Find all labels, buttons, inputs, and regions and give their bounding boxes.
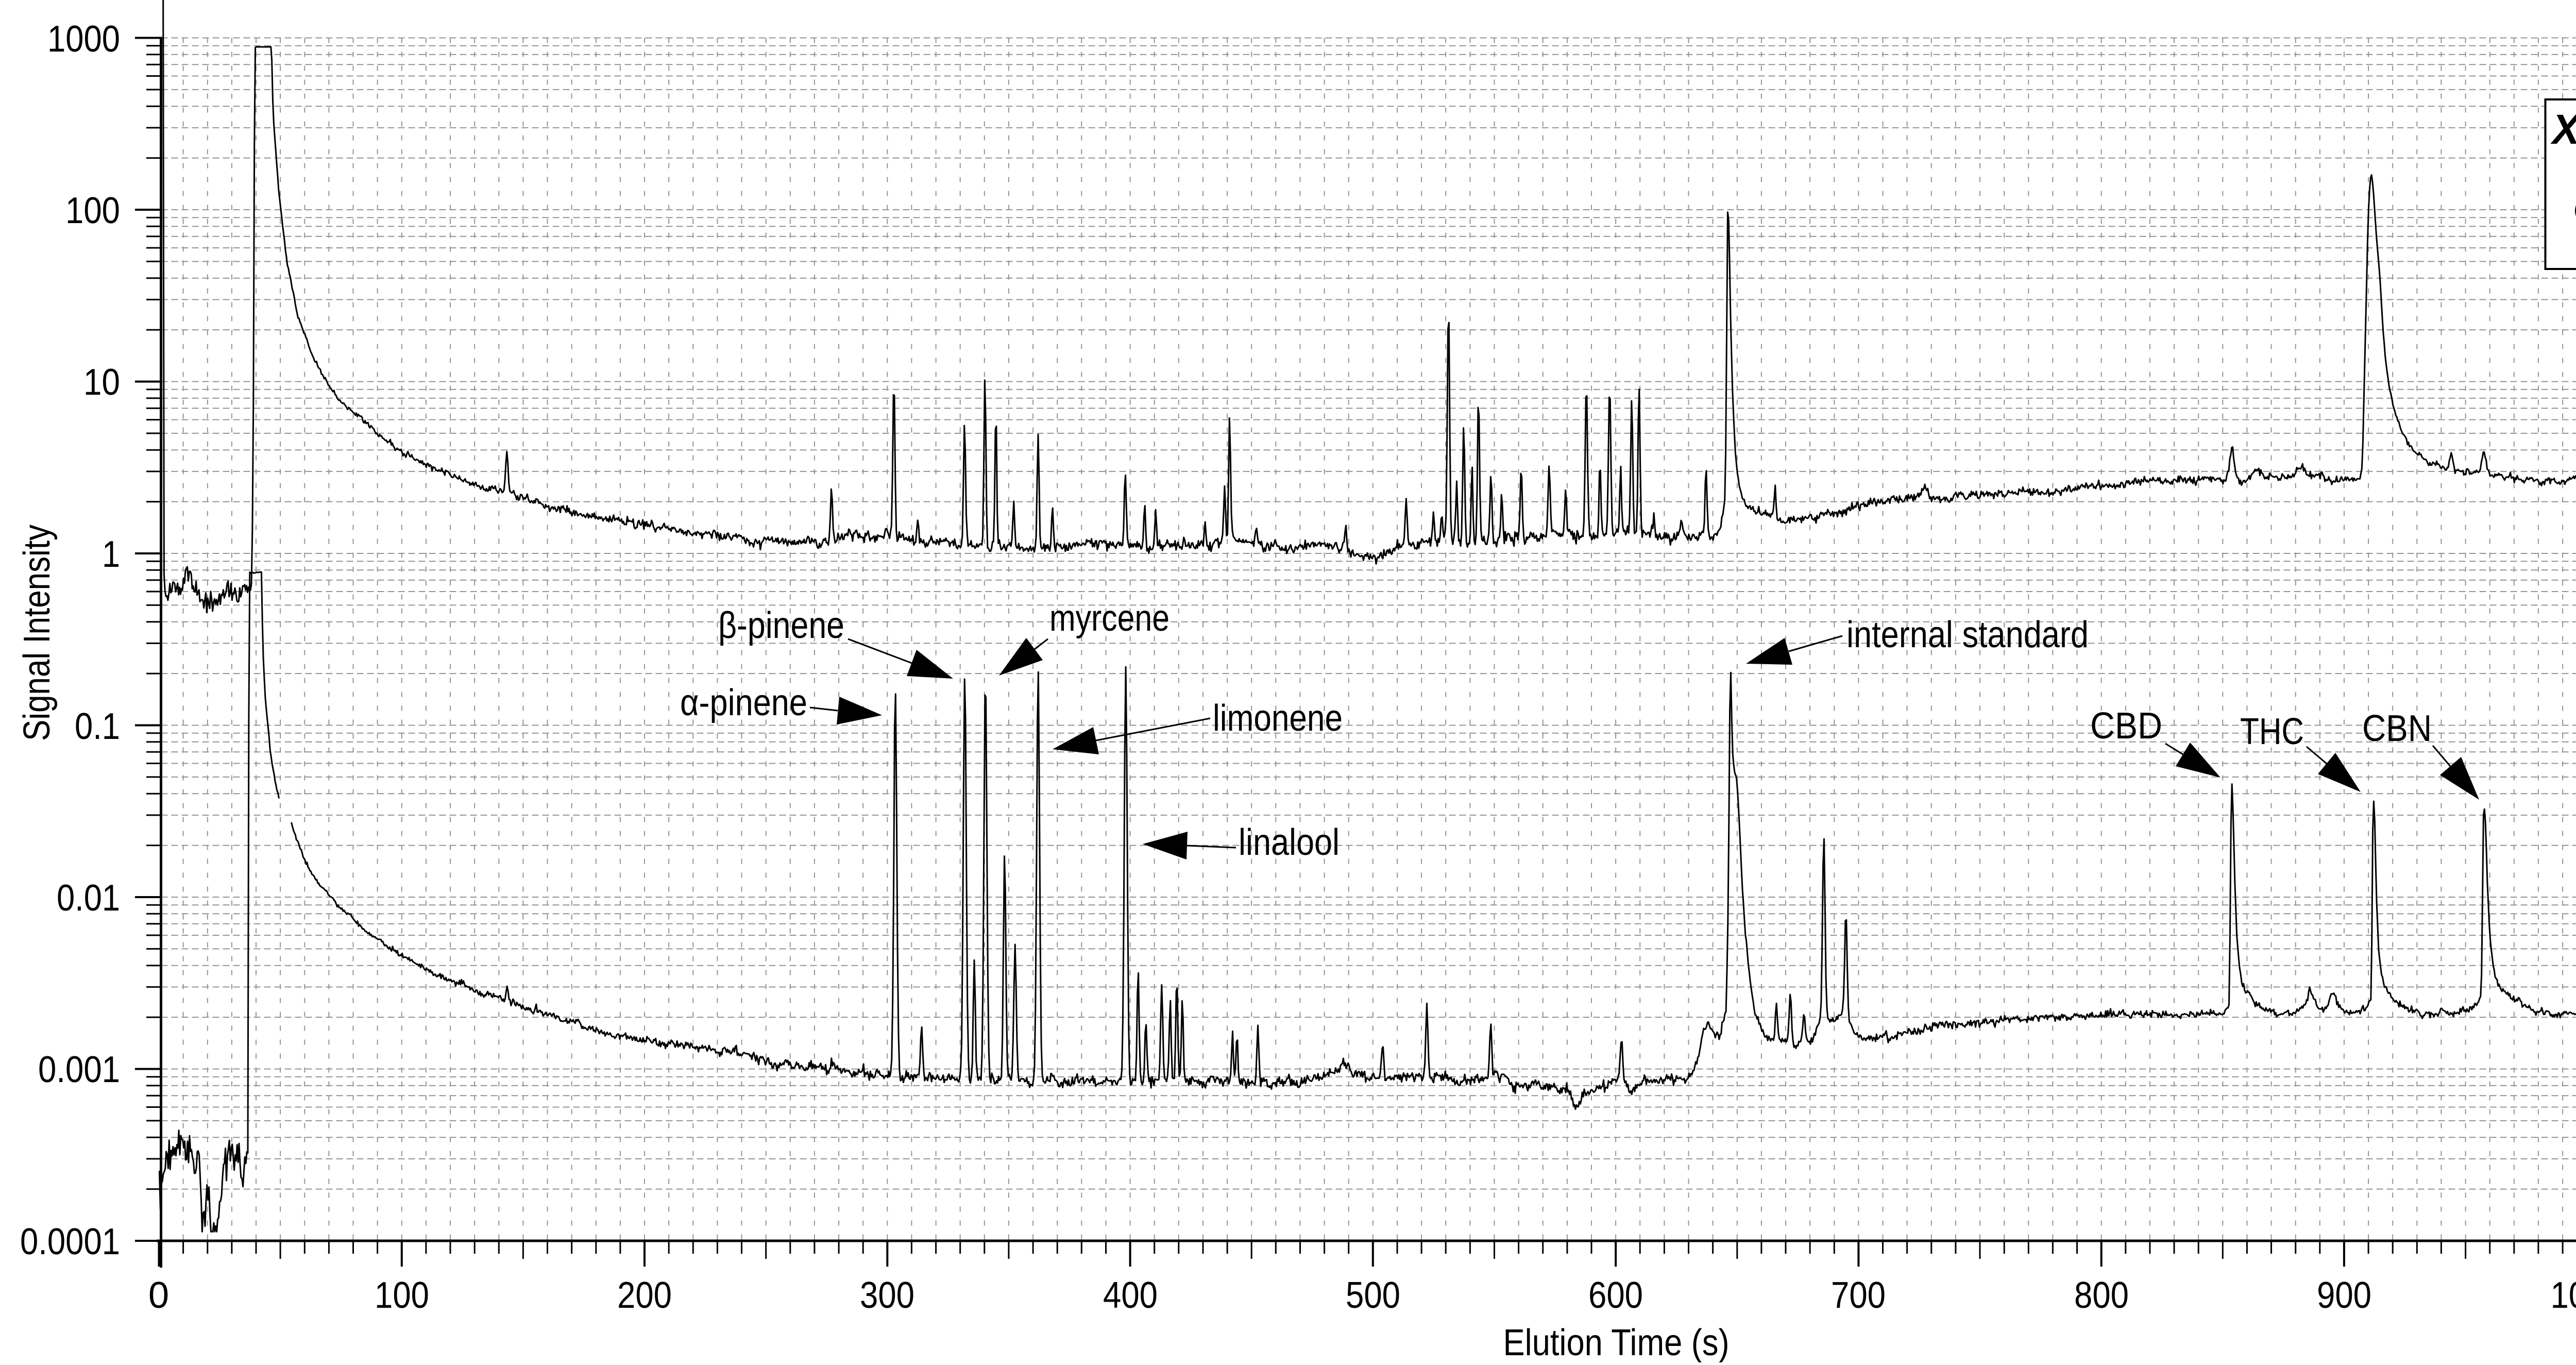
svg-text:CBN: CBN	[2362, 708, 2432, 749]
svg-text:β-pinene: β-pinene	[718, 605, 844, 646]
svg-text:XTR Systems, LLC: XTR Systems, LLC	[2550, 106, 2576, 153]
svg-text:100: 100	[375, 1275, 429, 1316]
svg-text:Signal Intensity: Signal Intensity	[16, 525, 58, 741]
svg-text:Fort Collins, CO USA: Fort Collins, CO USA	[2574, 151, 2576, 192]
svg-text:10: 10	[83, 362, 120, 403]
svg-text:1000: 1000	[47, 19, 120, 60]
svg-text:900: 900	[2317, 1275, 2371, 1316]
svg-text:600: 600	[1588, 1275, 1643, 1316]
svg-text:0.01: 0.01	[57, 878, 120, 919]
svg-text:internal standard: internal standard	[1846, 614, 2089, 655]
svg-text:300: 300	[860, 1275, 914, 1316]
svg-text:700: 700	[1831, 1275, 1886, 1316]
svg-text:0.0001: 0.0001	[20, 1221, 120, 1262]
svg-text:limonene: limonene	[1213, 698, 1343, 739]
svg-text:Elution Time (s): Elution Time (s)	[1503, 1322, 1730, 1362]
svg-text:400: 400	[1103, 1275, 1158, 1316]
svg-text:linalool: linalool	[1239, 822, 1340, 863]
svg-text:100: 100	[65, 190, 120, 231]
svg-text:800: 800	[2074, 1275, 2129, 1316]
svg-text:0.1: 0.1	[75, 706, 120, 747]
svg-text:1: 1	[102, 534, 120, 575]
svg-text:1000: 1000	[2551, 1275, 2576, 1316]
svg-text:200: 200	[617, 1275, 672, 1316]
svg-text:THC: THC	[2240, 711, 2304, 752]
svg-text:myrcene: myrcene	[1049, 598, 1170, 639]
svg-text:CBD: CBD	[2090, 705, 2162, 747]
svg-text:α-pinene: α-pinene	[680, 682, 807, 723]
svg-text:0.001: 0.001	[38, 1049, 120, 1090]
svg-text:0: 0	[148, 1275, 169, 1316]
svg-text:500: 500	[1346, 1275, 1400, 1316]
